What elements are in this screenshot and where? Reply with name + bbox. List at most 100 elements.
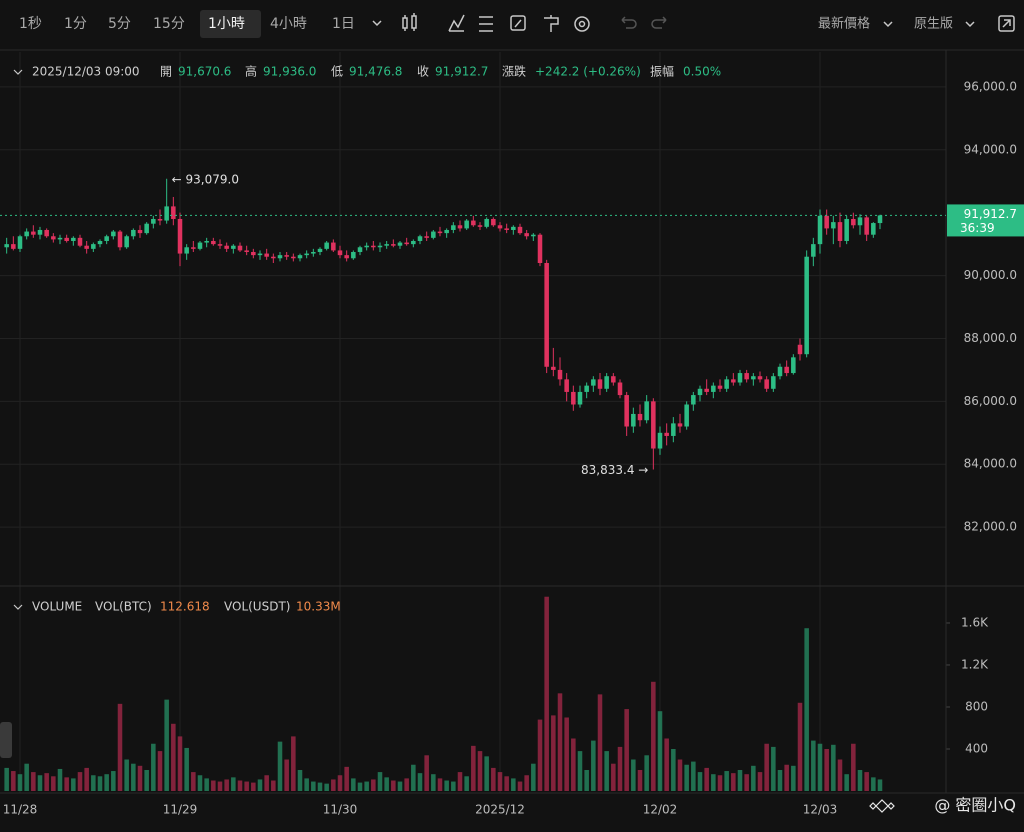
- volume-bar: [497, 772, 503, 791]
- volume-bar: [364, 781, 369, 791]
- candle-body: [504, 228, 509, 230]
- collapse-caret[interactable]: [13, 69, 23, 75]
- candle-body: [397, 242, 403, 246]
- info-value: 0.50%: [683, 65, 721, 79]
- volume-bar: [877, 779, 883, 791]
- interval[interactable]: 1小時: [208, 16, 245, 32]
- volume-bar: [264, 775, 269, 791]
- info-value: 91,476.8: [349, 65, 402, 79]
- candle-body: [357, 247, 363, 252]
- volume-bar: [97, 776, 103, 791]
- volume-bar: [777, 769, 783, 791]
- candle-body: [624, 395, 629, 427]
- volume-bar: [771, 746, 776, 791]
- indicator-icon[interactable]: [448, 14, 465, 32]
- candle-body: [497, 225, 503, 229]
- volume-bar: [284, 759, 289, 791]
- candle-body: [551, 366, 556, 370]
- volume-bar: [397, 781, 403, 791]
- volume-bar: [117, 703, 123, 791]
- more-intervals[interactable]: [372, 20, 382, 27]
- interval[interactable]: 5分: [108, 16, 131, 32]
- info-label: 漲跌: [502, 64, 526, 79]
- volume-bar: [151, 743, 156, 791]
- volume-bar: [464, 776, 469, 791]
- volume-bar: [704, 767, 709, 791]
- candle-body: [731, 379, 736, 383]
- settings-list-icon[interactable]: [479, 16, 493, 32]
- interval[interactable]: 1日: [332, 16, 355, 32]
- candle-body: [311, 251, 316, 254]
- candle-body: [191, 247, 196, 249]
- info-value: 91,912.7: [435, 65, 488, 79]
- candle-body: [737, 373, 743, 383]
- candle-body: [557, 369, 563, 380]
- volume-bar: [491, 767, 496, 791]
- fullscreen-icon[interactable]: [998, 15, 1015, 32]
- settings-icon[interactable]: [574, 16, 590, 32]
- volume-bar: [204, 778, 209, 791]
- interval[interactable]: 1分: [64, 16, 87, 32]
- volume-bar: [257, 779, 263, 791]
- volume-bar: [391, 780, 396, 791]
- view-mode[interactable]: 原生版: [914, 17, 953, 32]
- candle-body: [871, 223, 876, 235]
- candle-body: [564, 379, 569, 392]
- volume-bar: [451, 781, 456, 791]
- candle-body: [837, 222, 843, 241]
- draw-icon[interactable]: [510, 15, 526, 31]
- candle-body: [57, 237, 63, 240]
- interval[interactable]: 15分: [153, 16, 185, 32]
- candle-body: [197, 242, 203, 249]
- interval[interactable]: 1秒: [19, 16, 42, 32]
- undo[interactable]: [621, 16, 637, 29]
- volume-bar: [331, 779, 336, 791]
- y-tick-label: 1.2K: [961, 657, 989, 671]
- candle-body: [404, 242, 409, 245]
- y-tick-label: 96,000.0: [964, 79, 1017, 93]
- candle-body: [571, 391, 576, 405]
- price-type[interactable]: 最新價格: [818, 16, 870, 32]
- volume-bar: [711, 774, 716, 791]
- redo[interactable]: [651, 16, 667, 29]
- info-label: 開: [160, 65, 172, 79]
- candle-body: [144, 223, 149, 234]
- side-handle[interactable]: [0, 722, 12, 758]
- x-tick-label: 2025/12: [475, 803, 525, 817]
- volume-bar: [677, 759, 683, 791]
- volume-bar: [504, 776, 509, 791]
- selected-interval-bg: [200, 10, 261, 38]
- candle-body: [137, 229, 143, 234]
- candle-body: [611, 376, 616, 383]
- candle-body: [284, 255, 289, 257]
- template-icon[interactable]: [544, 15, 559, 32]
- volume-bar: [644, 755, 649, 791]
- candle-body: [177, 218, 183, 254]
- candle-body: [824, 215, 829, 229]
- candle-body: [271, 256, 276, 259]
- candle-body: [724, 379, 729, 389]
- candle-type-icon[interactable]: [402, 13, 417, 31]
- candle-body: [131, 229, 136, 237]
- candle-body: [104, 236, 109, 241]
- candle-body: [817, 215, 823, 245]
- volume-bar: [64, 777, 69, 791]
- candle-body: [411, 240, 416, 245]
- candle-body: [71, 237, 76, 241]
- candle-body: [844, 218, 849, 241]
- volume-bar: [37, 775, 43, 791]
- volume-bar: [597, 694, 603, 791]
- volume-bar: [324, 783, 329, 791]
- volume-bar: [617, 746, 623, 791]
- volume-bar: [671, 748, 676, 791]
- volume-label: VOL(BTC): [95, 600, 152, 614]
- volume-bar: [691, 761, 696, 791]
- volume-bar: [357, 782, 363, 791]
- volume-bar: [417, 773, 423, 791]
- collapse-caret[interactable]: [13, 604, 23, 610]
- y-tick-label: 800: [965, 699, 988, 713]
- candle-body: [604, 376, 609, 389]
- volume-bar: [831, 744, 836, 791]
- interval[interactable]: 4小時: [270, 16, 307, 32]
